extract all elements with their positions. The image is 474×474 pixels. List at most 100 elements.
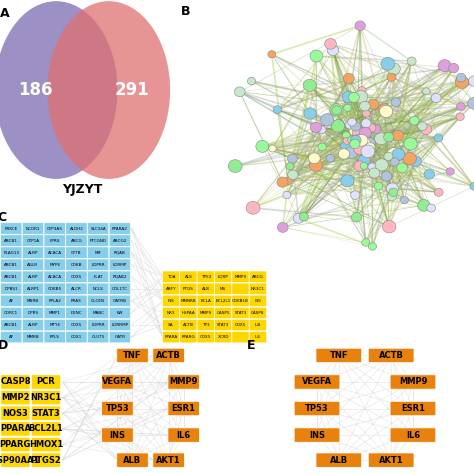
- Circle shape: [356, 135, 368, 146]
- Text: E: E: [247, 338, 256, 352]
- FancyBboxPatch shape: [22, 331, 44, 343]
- FancyBboxPatch shape: [44, 235, 65, 246]
- FancyBboxPatch shape: [368, 348, 414, 363]
- FancyBboxPatch shape: [22, 307, 44, 319]
- Circle shape: [273, 106, 282, 114]
- FancyBboxPatch shape: [1, 438, 30, 452]
- Text: STAT3: STAT3: [234, 311, 246, 315]
- FancyBboxPatch shape: [44, 283, 65, 295]
- FancyBboxPatch shape: [66, 259, 87, 271]
- Circle shape: [366, 123, 376, 132]
- Circle shape: [468, 76, 474, 86]
- Text: MYPE: MYPE: [49, 263, 60, 267]
- Text: NR3: NR3: [167, 311, 175, 315]
- Text: PPARA: PPARA: [164, 335, 178, 339]
- Text: VEGFA: VEGFA: [102, 377, 133, 386]
- Circle shape: [353, 138, 364, 148]
- Circle shape: [391, 98, 401, 107]
- FancyBboxPatch shape: [1, 453, 30, 467]
- Circle shape: [384, 152, 393, 161]
- FancyBboxPatch shape: [0, 247, 22, 258]
- Circle shape: [345, 146, 358, 158]
- Text: CDKB: CDKB: [71, 263, 82, 267]
- FancyBboxPatch shape: [109, 271, 130, 283]
- FancyBboxPatch shape: [109, 223, 130, 234]
- FancyBboxPatch shape: [180, 283, 197, 295]
- Circle shape: [353, 127, 365, 138]
- Text: TP53: TP53: [305, 404, 329, 413]
- Text: CYTB: CYTB: [71, 251, 82, 255]
- Text: RQAB2: RQAB2: [113, 275, 127, 279]
- FancyBboxPatch shape: [197, 331, 214, 343]
- Text: PRKCE: PRKCE: [5, 227, 18, 230]
- Text: ALB: ALB: [330, 456, 348, 465]
- Circle shape: [456, 113, 465, 120]
- Text: PPARA: PPARA: [0, 424, 31, 433]
- Circle shape: [392, 148, 405, 160]
- FancyBboxPatch shape: [66, 307, 87, 319]
- Text: AKT1: AKT1: [379, 456, 403, 465]
- FancyBboxPatch shape: [0, 259, 22, 271]
- Text: ESR1: ESR1: [172, 404, 196, 413]
- FancyBboxPatch shape: [162, 319, 180, 331]
- Text: VEGFA: VEGFA: [302, 377, 332, 386]
- Circle shape: [446, 168, 454, 175]
- FancyBboxPatch shape: [87, 331, 109, 343]
- FancyBboxPatch shape: [117, 348, 148, 363]
- Circle shape: [349, 126, 360, 136]
- Circle shape: [387, 148, 401, 161]
- FancyBboxPatch shape: [249, 295, 266, 307]
- FancyBboxPatch shape: [162, 307, 180, 319]
- Circle shape: [299, 212, 309, 221]
- Text: AKT1: AKT1: [156, 456, 181, 465]
- FancyBboxPatch shape: [214, 283, 232, 295]
- Text: ILB: ILB: [255, 323, 261, 327]
- FancyBboxPatch shape: [87, 223, 109, 234]
- Text: ACTB: ACTB: [156, 351, 181, 360]
- Circle shape: [350, 191, 360, 200]
- Text: MMP1: MMP1: [49, 311, 61, 315]
- Circle shape: [434, 188, 443, 196]
- FancyBboxPatch shape: [109, 319, 130, 331]
- Circle shape: [407, 57, 416, 65]
- FancyBboxPatch shape: [44, 259, 65, 271]
- Text: COL1TC: COL1TC: [112, 287, 128, 291]
- Text: NCLS: NCLS: [93, 287, 103, 291]
- FancyBboxPatch shape: [101, 401, 133, 416]
- Text: MIF: MIF: [95, 251, 101, 255]
- Circle shape: [350, 135, 361, 145]
- FancyBboxPatch shape: [1, 406, 30, 420]
- Text: ESR1: ESR1: [401, 404, 425, 413]
- Text: ALS: ALS: [184, 275, 192, 279]
- FancyBboxPatch shape: [232, 283, 249, 295]
- Circle shape: [228, 160, 242, 173]
- Text: GLCEN: GLCEN: [91, 299, 105, 303]
- Text: TP3: TP3: [202, 323, 210, 327]
- Circle shape: [361, 119, 371, 128]
- Circle shape: [418, 122, 427, 131]
- Text: NR3C1: NR3C1: [30, 393, 62, 402]
- FancyBboxPatch shape: [66, 235, 87, 246]
- FancyBboxPatch shape: [44, 247, 65, 258]
- Text: PPARA2: PPARA2: [112, 227, 128, 230]
- Ellipse shape: [47, 1, 170, 179]
- Circle shape: [362, 239, 370, 246]
- Circle shape: [318, 143, 326, 151]
- FancyBboxPatch shape: [66, 223, 87, 234]
- Circle shape: [288, 154, 297, 163]
- FancyBboxPatch shape: [197, 271, 214, 283]
- FancyBboxPatch shape: [162, 331, 180, 343]
- Text: COX5: COX5: [235, 323, 246, 327]
- Text: GATR: GATR: [114, 335, 126, 339]
- Text: PTCGND: PTCGND: [90, 238, 107, 243]
- Circle shape: [357, 130, 369, 141]
- FancyBboxPatch shape: [22, 259, 44, 271]
- Text: MMP9: MMP9: [235, 275, 246, 279]
- Circle shape: [391, 158, 399, 166]
- FancyBboxPatch shape: [31, 422, 61, 436]
- Text: ABCG: ABCG: [252, 275, 264, 279]
- Circle shape: [374, 182, 383, 190]
- FancyBboxPatch shape: [390, 428, 436, 442]
- Text: ABCB1: ABCB1: [4, 323, 18, 327]
- Text: STAT3: STAT3: [32, 409, 60, 418]
